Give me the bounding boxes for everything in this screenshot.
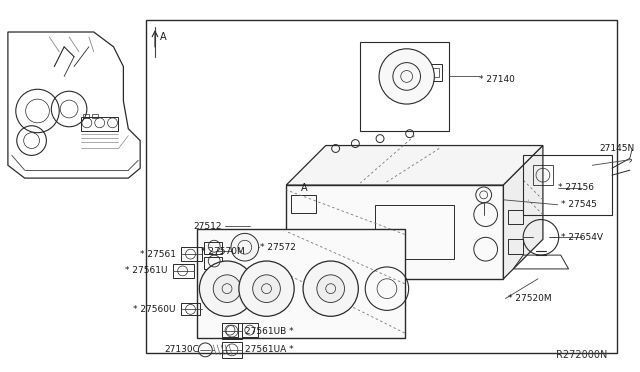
Bar bbox=[291, 249, 316, 267]
Text: 27145N: 27145N bbox=[599, 144, 634, 153]
Bar bbox=[508, 210, 523, 224]
Text: 27130C: 27130C bbox=[164, 345, 200, 355]
Text: * 27545: * 27545 bbox=[561, 200, 596, 209]
Polygon shape bbox=[286, 145, 543, 185]
Text: * 27156: * 27156 bbox=[557, 183, 594, 192]
Circle shape bbox=[379, 49, 435, 104]
Bar bbox=[286, 185, 504, 279]
Bar bbox=[428, 68, 439, 77]
Circle shape bbox=[253, 275, 280, 302]
Bar bbox=[81, 117, 118, 131]
Bar bbox=[523, 155, 612, 215]
Text: * 27561U: * 27561U bbox=[125, 266, 168, 275]
Circle shape bbox=[231, 233, 259, 261]
Bar bbox=[222, 323, 238, 337]
Bar bbox=[146, 20, 617, 353]
Text: * 27654V: * 27654V bbox=[561, 233, 603, 242]
Bar bbox=[390, 57, 424, 81]
Text: 27561UB *: 27561UB * bbox=[245, 327, 293, 336]
Circle shape bbox=[213, 275, 241, 302]
Circle shape bbox=[239, 261, 294, 316]
Bar bbox=[424, 64, 442, 81]
Bar bbox=[508, 239, 523, 254]
Bar bbox=[180, 247, 202, 261]
Circle shape bbox=[200, 261, 255, 316]
Bar bbox=[83, 114, 89, 118]
Circle shape bbox=[303, 261, 358, 316]
Bar bbox=[242, 323, 258, 337]
Text: * 27561: * 27561 bbox=[140, 250, 176, 259]
Text: A: A bbox=[301, 183, 308, 193]
Text: * 27140: * 27140 bbox=[479, 75, 515, 84]
Bar bbox=[533, 165, 553, 185]
Bar bbox=[197, 230, 404, 338]
Bar bbox=[222, 323, 242, 339]
Text: A: A bbox=[160, 32, 166, 42]
Circle shape bbox=[317, 275, 344, 302]
Bar bbox=[173, 264, 195, 278]
Bar bbox=[204, 242, 222, 254]
Polygon shape bbox=[504, 145, 543, 279]
Text: * 27560U: * 27560U bbox=[133, 305, 176, 314]
Text: * 27570M: * 27570M bbox=[201, 247, 245, 256]
Text: 27512: 27512 bbox=[194, 222, 222, 231]
Text: R272000N: R272000N bbox=[556, 350, 607, 360]
Bar bbox=[291, 195, 316, 213]
Bar bbox=[204, 257, 222, 269]
Bar bbox=[360, 42, 449, 131]
Bar bbox=[222, 342, 242, 358]
Text: * 27520M: * 27520M bbox=[508, 294, 552, 303]
Text: * 27572: * 27572 bbox=[260, 243, 296, 252]
Text: 27561UA *: 27561UA * bbox=[245, 345, 293, 355]
Bar bbox=[180, 304, 200, 315]
Bar bbox=[375, 205, 454, 259]
Bar bbox=[92, 114, 98, 118]
